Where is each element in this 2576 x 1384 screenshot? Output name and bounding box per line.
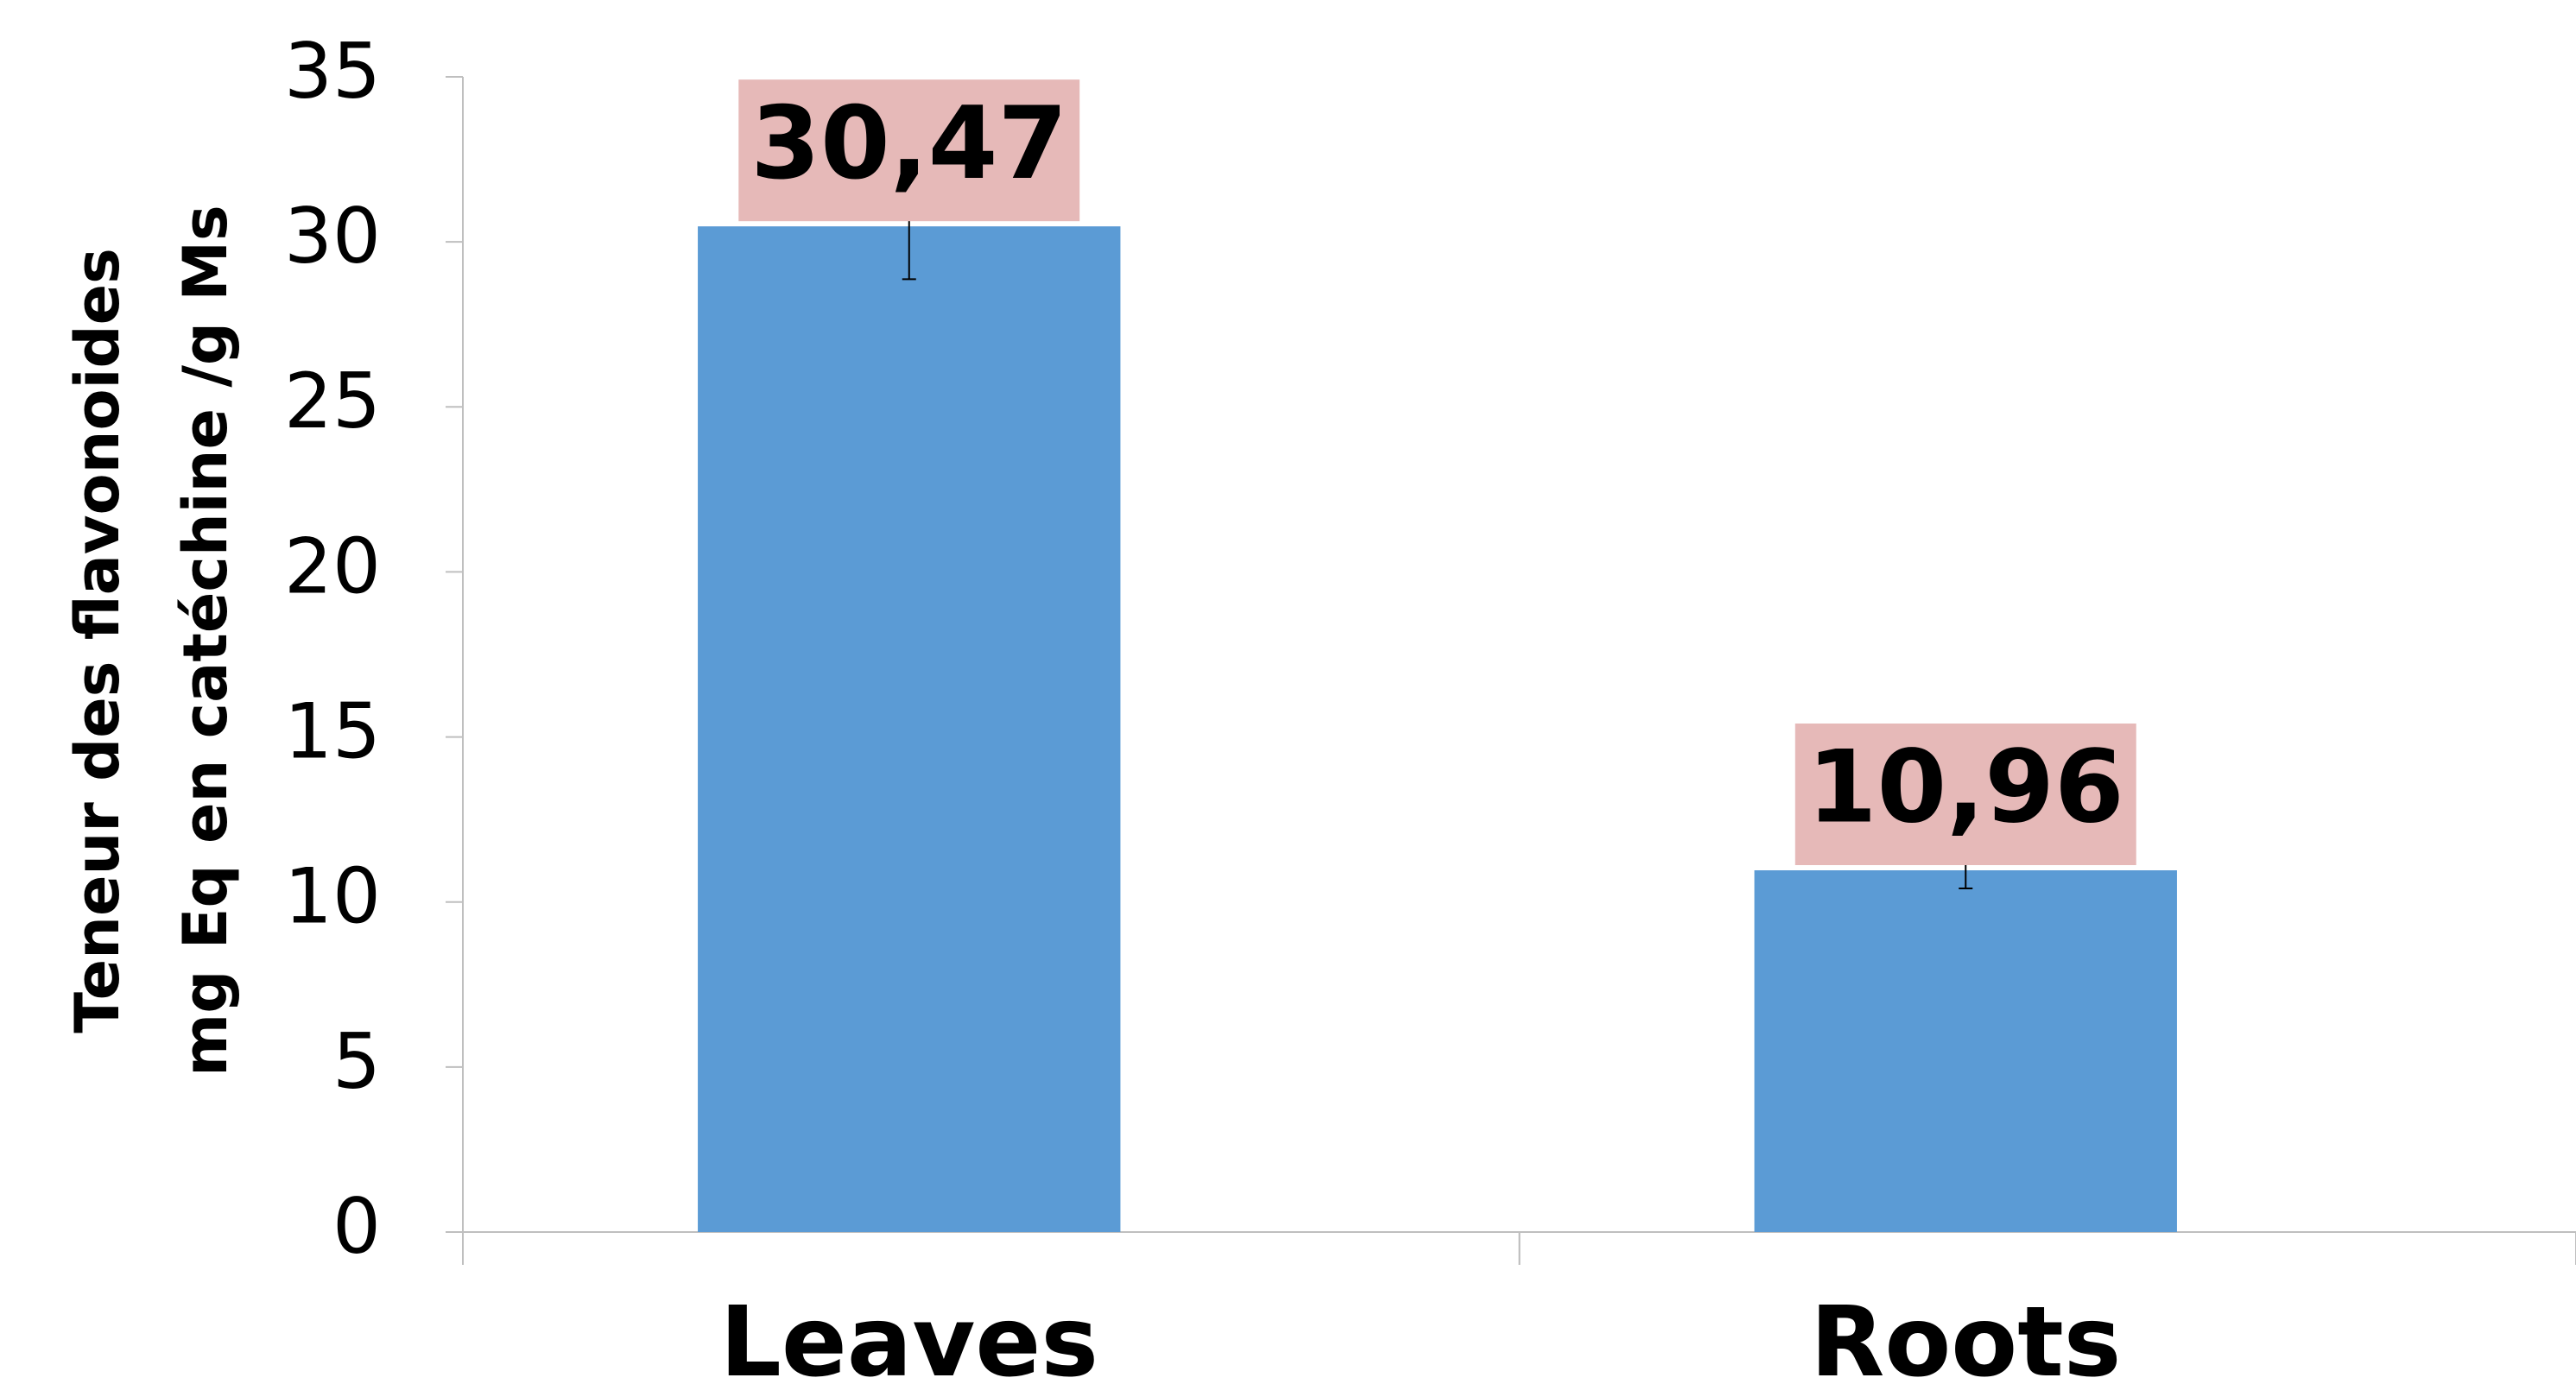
bar [698,226,1121,1232]
y-axis-title-line: mg Eq en catéchine /g Ms [170,205,241,1076]
y-tick-label: 0 [332,1182,381,1271]
y-tick-label: 15 [284,686,381,775]
data-label-box [1794,724,2136,866]
y-axis-title: Teneur des flavonoides [62,248,133,1033]
y-tick-label: 5 [332,1017,381,1106]
y-tick-label: 35 [284,27,381,116]
bar [1754,870,2177,1232]
y-axis-title-line: Teneur des flavonoides [62,248,133,1033]
y-tick-label: 10 [284,852,381,941]
data-label: 30,47 [750,85,1067,202]
y-axis-title: mg Eq en catéchine /g Ms [170,205,241,1076]
data-label: 10,96 [1807,730,2124,846]
y-tick-label: 25 [284,357,381,446]
y-tick-label: 30 [284,192,381,281]
data-label-box [738,79,1080,222]
y-tick-label: 20 [284,521,381,610]
x-tick-label: Roots [1810,1286,2121,1384]
x-tick-label: Leaves [719,1286,1098,1384]
